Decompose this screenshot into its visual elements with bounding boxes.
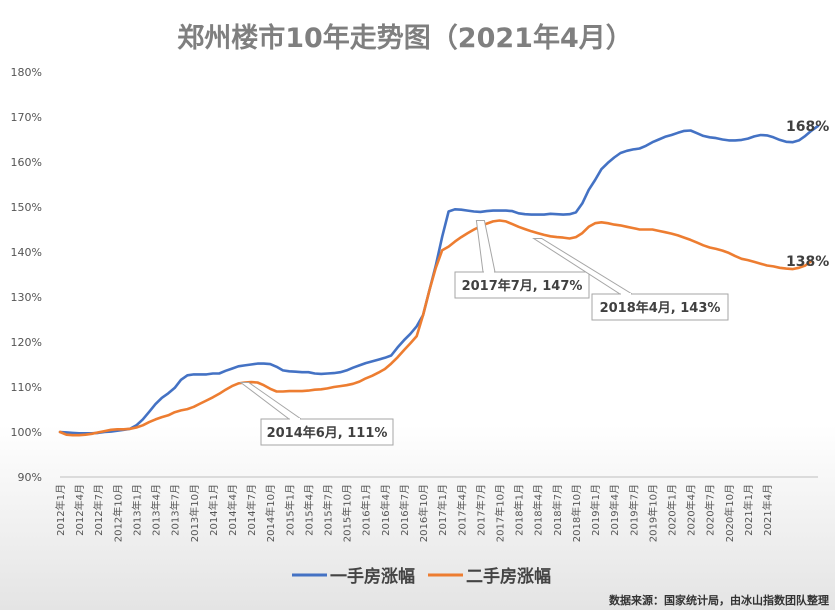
legend-label-resale-homes: 二手房涨幅 [466,566,551,587]
x-tick-label: 2012年10月 [111,484,124,542]
annotation-box [260,418,394,446]
x-tick-label: 2017年1月 [436,484,449,536]
y-tick-label: 130% [11,291,42,304]
x-tick-label: 2014年10月 [264,484,277,542]
x-tick-label: 2021年4月 [761,484,774,536]
x-tick-label: 2018年10月 [570,484,583,542]
chart-title: 郑州楼市10年走势图（2021年4月） [177,22,633,54]
annotation-label: 2017年7月, 147% [462,278,583,294]
x-tick-label: 2020年7月 [704,484,717,536]
series-lines [58,124,820,437]
x-tick-label: 2016年7月 [398,484,411,536]
annotation-label: 2014年6月, 111% [267,425,388,441]
annotation-box [591,293,729,321]
x-tick-label: 2013年4月 [150,484,163,536]
x-tick-label: 2019年1月 [589,484,602,536]
legend: 一手房涨幅 二手房涨幅 [292,566,551,587]
x-tick-label: 2021年1月 [742,484,755,536]
x-tick-label: 2014年4月 [226,484,239,536]
legend-label-new-homes: 一手房涨幅 [330,566,415,587]
y-tick-label: 150% [11,201,42,214]
series-line-new-homes [58,124,820,435]
x-tick-label: 2015年1月 [283,484,296,536]
x-tick-label: 2015年4月 [302,484,315,536]
x-tick-label: 2019年10月 [646,484,659,542]
x-tick-label: 2015年7月 [322,484,335,536]
annotation-box [454,271,590,299]
y-tick-label: 160% [11,156,42,169]
x-tick-label: 2020年10月 [723,484,736,542]
y-tick-label: 120% [11,336,42,349]
y-tick-label: 100% [11,426,42,439]
source-note: 数据来源：国家统计局，由冰山指数团队整理 [609,593,829,607]
plot-background [0,200,835,610]
x-tick-label: 2020年1月 [665,484,678,536]
x-tick-label: 2012年7月 [92,484,105,536]
x-tick-label: 2013年10月 [188,484,201,542]
x-tick-label: 2016年1月 [360,484,373,536]
x-tick-label: 2019年7月 [627,484,640,536]
x-tick-label: 2018年4月 [532,484,545,536]
annotation-label: 2018年4月, 143% [600,300,721,316]
y-tick-label: 180% [11,66,42,79]
x-tick-label: 2018年1月 [513,484,526,536]
y-tick-label: 170% [11,111,42,124]
y-tick-label: 110% [11,381,42,394]
x-tick-label: 2017年7月 [474,484,487,536]
x-tick-label: 2016年4月 [379,484,392,536]
x-tick-label: 2015年10月 [341,484,354,542]
x-tick-label: 2019年4月 [608,484,621,536]
y-tick-label: 140% [11,246,42,259]
annotations: 2014年6月, 111% 2017年7月, 147% 2018年4月, 143% [239,220,729,446]
x-tick-label: 2013年1月 [130,484,143,536]
x-tick-label: 2017年4月 [455,484,468,536]
y-tick-label: 90% [18,471,42,484]
end-label-resale-homes: 138% [786,254,829,270]
y-axis: 90% 100% 110% 120% 130% 140% 150% 160% 170% 180% [11,66,42,484]
end-labels: 168% 138% [786,119,829,270]
series-line-resale-homes [58,219,813,437]
x-tick-label: 2012年1月 [54,484,67,536]
x-axis: 2012年1月 2012年4月 2012年7月 2012年10月 2013年1月 2013… [54,476,818,542]
x-tick-label: 2014年7月 [245,484,258,536]
x-tick-label: 2017年10月 [494,484,507,542]
x-tick-label: 2013年7月 [169,484,182,536]
x-tick-label: 2020年4月 [685,484,698,536]
x-tick-label: 2016年10月 [417,484,430,542]
end-label-new-homes: 168% [786,119,829,135]
x-tick-label: 2014年1月 [207,484,220,536]
x-tick-label: 2018年7月 [551,484,564,536]
x-tick-label: 2012年4月 [73,484,86,536]
